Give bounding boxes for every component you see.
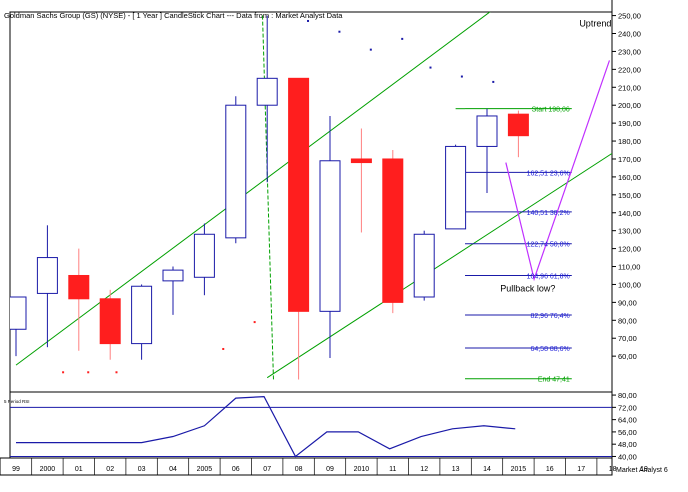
rsi-tick-label: 80,00 — [618, 391, 637, 400]
price-tick-label: 230,00 — [618, 47, 641, 56]
fib-level-label: 122,74 50,0% — [527, 242, 570, 249]
price-tick-label: 160,00 — [618, 173, 641, 182]
fib-level-label: Start 198,06 — [532, 107, 570, 114]
x-axis-label: 07 — [263, 466, 271, 473]
candle-body — [131, 285, 153, 345]
price-tick-label: 60,00 — [618, 352, 637, 361]
candle-body — [68, 274, 90, 300]
price-tick-label: 70,00 — [618, 334, 637, 343]
marker-dot — [338, 30, 341, 33]
marker-dot — [253, 321, 256, 324]
marker-dot — [115, 371, 118, 374]
rsi-tick-label: 64,00 — [618, 416, 637, 425]
x-axis-label: 99 — [12, 466, 20, 473]
plot-area — [10, 4, 612, 380]
x-axis-label: 06 — [232, 466, 240, 473]
candle-body — [256, 77, 278, 106]
projection-path — [505, 60, 611, 282]
footer-label: Market Analyst 6 — [616, 467, 668, 474]
rsi-panel-frame — [9, 391, 613, 459]
candle-body — [36, 257, 58, 294]
fib-level-label: 162,51 23,6% — [527, 170, 570, 177]
candle-body — [350, 158, 372, 164]
x-axis-label: 09 — [326, 466, 334, 473]
fib-level-label: 82,96 76,4% — [530, 313, 569, 320]
candle-body — [288, 77, 310, 312]
chart-title: Goldman Sachs Group (GS) (NYSE) - [ 1 Ye… — [4, 11, 343, 20]
x-axis-label: 2000 — [40, 466, 56, 473]
price-tick-label: 110,00 — [618, 263, 640, 272]
x-axis-label: 01 — [75, 466, 83, 473]
marker-dot — [222, 347, 225, 350]
candle-body — [319, 160, 341, 312]
rsi-label: 5 Period RSI — [4, 399, 30, 404]
price-tick-label: 200,00 — [618, 101, 641, 110]
x-axis-label: 02 — [106, 466, 114, 473]
price-tick-label: 130,00 — [618, 227, 641, 236]
price-tick-label: 80,00 — [618, 316, 637, 325]
rsi-tick-label: 56,00 — [618, 428, 637, 437]
candle-body — [382, 158, 404, 303]
chart-annotation: Pullback low? — [500, 284, 555, 294]
marker-dot — [307, 19, 310, 22]
candle-body — [99, 298, 121, 345]
candle-body — [10, 296, 27, 330]
rsi-tick-label: 40,00 — [618, 452, 637, 461]
chart-annotation: Uptrend — [579, 18, 611, 28]
x-axis-label: 17 — [577, 466, 585, 473]
x-axis-label: 2005 — [197, 466, 213, 473]
candle-body — [445, 145, 467, 230]
fib-level-label: End 47,41 — [538, 377, 570, 384]
price-tick-label: 170,00 — [618, 155, 641, 164]
marker-dot — [369, 48, 372, 51]
x-axis-label: 14 — [483, 466, 491, 473]
candle-body — [162, 269, 184, 282]
candle-body — [225, 104, 247, 239]
price-tick-label: 220,00 — [618, 65, 641, 74]
fib-level-label: 104,96 61,8% — [527, 274, 570, 281]
candle-body — [193, 233, 215, 278]
x-axis-label: 2010 — [354, 466, 370, 473]
marker-dot — [87, 371, 90, 374]
rsi-line — [16, 395, 516, 458]
x-axis-label: 18 — [609, 466, 617, 473]
price-tick-label: 240,00 — [618, 30, 641, 39]
price-tick-label: 140,00 — [618, 209, 641, 218]
price-tick-label: 150,00 — [618, 191, 641, 200]
marker-dot — [460, 75, 463, 78]
x-axis-label: 12 — [420, 466, 428, 473]
x-axis-label: 16 — [546, 466, 554, 473]
candle-body — [507, 113, 529, 137]
x-axis-label: 19 — [640, 466, 648, 473]
candle-body — [476, 115, 498, 147]
fib-level-label: 140,51 38,2% — [527, 210, 570, 217]
price-tick-label: 190,00 — [618, 119, 641, 128]
x-axis-label: 11 — [389, 466, 396, 473]
marker-dot — [232, 4, 234, 6]
x-axis-label: 08 — [295, 466, 303, 473]
price-tick-label: 100,00 — [618, 280, 641, 289]
marker-dot — [401, 37, 404, 40]
x-axis-label: 03 — [138, 466, 146, 473]
x-axis-label: 2015 — [511, 466, 527, 473]
x-axis-label: 13 — [452, 466, 460, 473]
price-tick-label: 120,00 — [618, 245, 641, 254]
marker-dot — [429, 66, 432, 69]
rsi-tick-label: 48,00 — [618, 440, 637, 449]
x-axis-label: 04 — [169, 466, 177, 473]
marker-dot — [62, 371, 65, 374]
drop-line — [261, 15, 274, 380]
candle-body — [413, 233, 435, 298]
price-tick-label: 250,00 — [618, 12, 641, 21]
rsi-tick-label: 72,00 — [618, 403, 637, 412]
fib-level-label: 64,58 88,6% — [530, 346, 569, 353]
marker-dot — [492, 80, 495, 83]
price-tick-label: 90,00 — [618, 298, 637, 307]
price-tick-label: 180,00 — [618, 137, 641, 146]
price-tick-label: 210,00 — [618, 83, 641, 92]
